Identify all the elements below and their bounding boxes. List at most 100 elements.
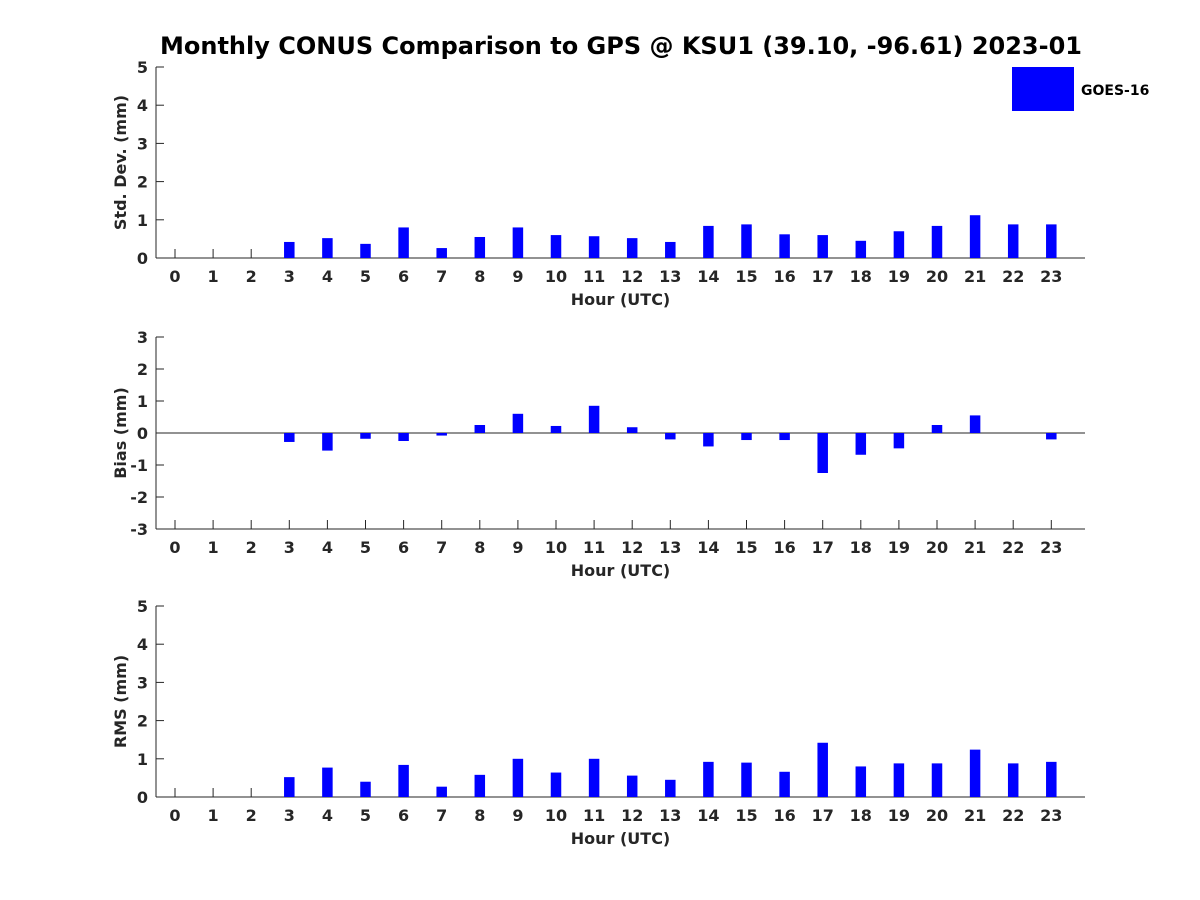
bias-x-tick-label: 21 [964, 538, 986, 557]
bias-bar-hour-11 [588, 405, 600, 433]
rms-bar-hour-22 [1007, 763, 1019, 797]
rms-bar-hour-21 [969, 749, 981, 797]
bias-x-tick-label: 22 [1002, 538, 1024, 557]
bias-bar-hour-6 [398, 433, 409, 441]
rms-y-tick-label: 2 [137, 712, 148, 731]
std-dev-x-tick-label: 17 [812, 267, 834, 286]
rms-bar-hour-15 [741, 762, 752, 797]
rms-x-tick-label: 15 [735, 806, 757, 825]
bias-bar-hour-14 [703, 433, 714, 447]
rms-x-tick-label: 12 [621, 806, 643, 825]
std-dev-y-tick-label: 1 [137, 211, 148, 230]
std-dev-bar-hour-13 [665, 241, 676, 258]
bias-x-tick-label: 17 [812, 538, 834, 557]
legend-swatch-goes-16 [1012, 67, 1074, 111]
rms-y-axis-label: RMS (mm) [111, 655, 130, 748]
bias-x-tick-label: 3 [284, 538, 295, 557]
std-dev-bar-hour-9 [512, 227, 524, 258]
bias-x-tick-label: 0 [169, 538, 180, 557]
bias-x-tick-label: 8 [474, 538, 485, 557]
bias-bar-hour-19 [893, 433, 905, 449]
rms-bar-hour-14 [703, 761, 714, 797]
std-dev-bar-hour-21 [969, 215, 981, 258]
bias-y-tick-label: 2 [137, 360, 148, 379]
std-dev-x-tick-label: 9 [512, 267, 523, 286]
std-dev-bar-hour-20 [931, 225, 943, 258]
bias-bar-hour-21 [969, 415, 981, 433]
std-dev-bar-hour-4 [322, 238, 333, 258]
bias-x-tick-label: 18 [850, 538, 872, 557]
std-dev-y-tick-label: 5 [137, 58, 148, 77]
bias-bar-hour-12 [626, 427, 638, 433]
std-dev-bar-hour-11 [588, 236, 600, 258]
bias-bar-hour-18 [855, 433, 867, 455]
std-dev-x-tick-label: 14 [697, 267, 719, 286]
std-dev-y-tick-label: 0 [137, 249, 148, 268]
std-dev-bar-hour-16 [779, 234, 790, 258]
std-dev-x-tick-label: 18 [850, 267, 872, 286]
rms-bar-hour-17 [817, 742, 828, 797]
std-dev-bar-hour-17 [817, 235, 828, 258]
std-dev-bar-hour-10 [550, 235, 562, 258]
bias-x-tick-label: 4 [322, 538, 333, 557]
bias-x-tick-label: 9 [512, 538, 523, 557]
rms-bar-hour-11 [588, 758, 600, 797]
rms-x-axis-label: Hour (UTC) [571, 829, 671, 848]
rms-y-tick-label: 3 [137, 673, 148, 692]
rms-bar-hour-16 [779, 771, 790, 797]
bias-bar-hour-20 [931, 425, 943, 433]
std-dev-y-tick-label: 4 [137, 96, 148, 115]
bias-bar-hour-9 [512, 413, 524, 433]
rms-x-tick-label: 11 [583, 806, 605, 825]
std-dev-bar-hour-15 [741, 224, 752, 258]
rms-y-tick-label: 4 [137, 635, 148, 654]
rms-bar-hour-18 [855, 766, 867, 797]
std-dev-bar-hour-14 [703, 225, 714, 258]
rms-x-tick-label: 13 [659, 806, 681, 825]
std-dev-x-axis-label: Hour (UTC) [571, 290, 671, 309]
bias-x-tick-label: 2 [246, 538, 257, 557]
std-dev-bar-hour-22 [1007, 224, 1019, 258]
rms-bar-hour-4 [322, 767, 333, 797]
std-dev-bar-hour-23 [1046, 224, 1057, 258]
bias-y-axis-label: Bias (mm) [111, 387, 130, 479]
bias-bar-hour-13 [665, 433, 676, 440]
std-dev-x-tick-label: 5 [360, 267, 371, 286]
rms-x-tick-label: 4 [322, 806, 333, 825]
std-dev-x-tick-label: 4 [322, 267, 333, 286]
std-dev-y-axis-label: Std. Dev. (mm) [111, 95, 130, 230]
std-dev-y-tick-label: 3 [137, 134, 148, 153]
std-dev-x-tick-label: 3 [284, 267, 295, 286]
std-dev-bar-hour-5 [360, 243, 371, 258]
bias-x-tick-label: 23 [1040, 538, 1062, 557]
std-dev-x-tick-label: 1 [208, 267, 219, 286]
bias-bar-hour-15 [741, 433, 752, 441]
bias-x-tick-label: 14 [697, 538, 719, 557]
rms-x-tick-label: 8 [474, 806, 485, 825]
rms-x-tick-label: 20 [926, 806, 948, 825]
rms-y-tick-label: 0 [137, 788, 148, 807]
std-dev-x-tick-label: 16 [773, 267, 795, 286]
rms-bar-hour-23 [1046, 761, 1057, 797]
std-dev-x-tick-label: 15 [735, 267, 757, 286]
rms-x-tick-label: 0 [169, 806, 180, 825]
std-dev-x-tick-label: 10 [545, 267, 567, 286]
std-dev-x-tick-label: 22 [1002, 267, 1024, 286]
rms-bar-hour-6 [398, 764, 409, 797]
bias-x-tick-label: 16 [773, 538, 795, 557]
rms-bar-hour-7 [436, 786, 447, 797]
rms-x-tick-label: 2 [246, 806, 257, 825]
std-dev-x-tick-label: 19 [888, 267, 910, 286]
rms-bar-hour-13 [665, 779, 676, 797]
rms-x-tick-label: 14 [697, 806, 719, 825]
std-dev-bar-hour-18 [855, 240, 867, 258]
bias-bar-hour-17 [817, 433, 828, 473]
bias-y-tick-label: -3 [130, 520, 148, 539]
std-dev-x-tick-label: 23 [1040, 267, 1062, 286]
std-dev-x-tick-label: 20 [926, 267, 948, 286]
rms-x-tick-label: 7 [436, 806, 447, 825]
legend: GOES-16 [1012, 67, 1149, 111]
bias-x-tick-label: 7 [436, 538, 447, 557]
